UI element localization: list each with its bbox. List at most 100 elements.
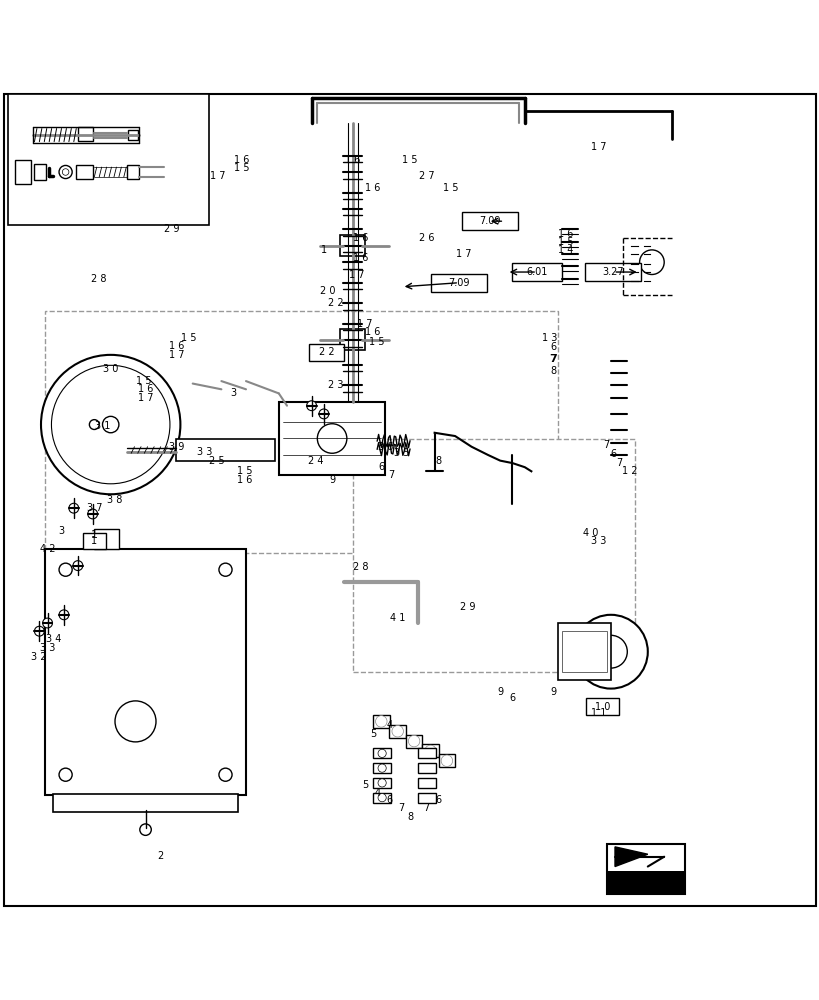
Text: 2 9: 2 9 <box>165 224 179 234</box>
Text: 1 7: 1 7 <box>169 350 183 360</box>
Text: 1 3: 1 3 <box>541 333 556 343</box>
Text: 1 5: 1 5 <box>136 376 151 386</box>
Bar <box>176 438 274 461</box>
Text: 3: 3 <box>58 526 65 536</box>
Circle shape <box>639 250 663 274</box>
Circle shape <box>375 716 387 727</box>
Bar <box>512 263 561 281</box>
Text: 1: 1 <box>320 245 327 255</box>
Bar <box>83 533 106 549</box>
Bar <box>405 735 422 748</box>
Text: 8: 8 <box>406 812 413 822</box>
Text: 6: 6 <box>378 462 384 472</box>
Circle shape <box>317 424 346 453</box>
Circle shape <box>319 409 328 419</box>
Circle shape <box>219 768 232 781</box>
Circle shape <box>89 420 99 429</box>
Text: 1 2: 1 2 <box>622 466 636 476</box>
Text: 7: 7 <box>398 803 405 813</box>
Text: 1: 1 <box>91 530 97 540</box>
Text: 3 9: 3 9 <box>169 442 183 452</box>
Bar <box>389 725 405 738</box>
Bar <box>586 698 618 715</box>
Circle shape <box>139 824 152 835</box>
Text: 1 5: 1 5 <box>234 163 249 173</box>
Text: 6: 6 <box>609 449 616 459</box>
Text: 1 0: 1 0 <box>595 702 609 712</box>
Text: 1 7: 1 7 <box>349 269 364 279</box>
Bar <box>34 164 46 180</box>
Bar <box>418 763 436 773</box>
Text: 1 6: 1 6 <box>237 475 251 485</box>
Text: 1 6: 1 6 <box>234 155 249 165</box>
Bar <box>309 344 343 361</box>
Circle shape <box>59 768 72 781</box>
Circle shape <box>69 503 79 513</box>
Text: 1 1: 1 1 <box>590 708 605 718</box>
Text: 1 6: 1 6 <box>345 155 360 165</box>
Text: 7: 7 <box>615 458 622 468</box>
Bar <box>418 748 436 758</box>
Text: 2 2: 2 2 <box>318 347 334 357</box>
Circle shape <box>378 764 386 772</box>
Text: 1 6: 1 6 <box>138 384 153 394</box>
Text: 1 7: 1 7 <box>455 249 470 259</box>
Bar <box>373 793 391 803</box>
Text: 3 1: 3 1 <box>95 421 110 431</box>
Text: 3 3: 3 3 <box>590 536 605 546</box>
Text: 2 0: 2 0 <box>320 286 335 296</box>
Text: 4: 4 <box>386 720 392 730</box>
Text: 9: 9 <box>328 475 335 485</box>
Text: 6: 6 <box>509 693 515 703</box>
Text: 5: 5 <box>361 780 368 790</box>
Circle shape <box>102 416 119 433</box>
Text: 1 5: 1 5 <box>558 237 572 247</box>
Bar <box>53 794 238 812</box>
Bar <box>422 744 438 757</box>
Text: 1 6: 1 6 <box>365 327 380 337</box>
Bar <box>561 631 606 672</box>
Text: 7.09: 7.09 <box>448 278 469 288</box>
Circle shape <box>43 618 52 628</box>
Text: 1 5: 1 5 <box>237 466 251 476</box>
Circle shape <box>115 701 156 742</box>
Bar <box>128 130 138 140</box>
Text: 2 2: 2 2 <box>328 298 344 308</box>
Text: 7: 7 <box>423 803 429 813</box>
Circle shape <box>88 509 97 519</box>
Text: 1 7: 1 7 <box>210 171 224 181</box>
Text: 4 2: 4 2 <box>40 544 55 554</box>
Text: 1 6: 1 6 <box>353 233 368 243</box>
Text: 1 6: 1 6 <box>353 253 368 263</box>
Text: 1 6: 1 6 <box>169 341 183 351</box>
Text: 2 5: 2 5 <box>209 456 225 466</box>
Bar <box>418 778 436 788</box>
Bar <box>78 127 93 141</box>
Circle shape <box>219 563 232 576</box>
Text: 9: 9 <box>550 687 556 697</box>
Text: 6: 6 <box>386 795 392 805</box>
Bar <box>352 439 635 672</box>
Bar <box>15 160 31 184</box>
Bar <box>278 402 385 475</box>
Text: 6.01: 6.01 <box>526 267 547 277</box>
Text: 1: 1 <box>91 536 97 546</box>
Text: 3 0: 3 0 <box>103 364 118 374</box>
Bar <box>127 165 139 179</box>
Text: 8: 8 <box>435 456 441 466</box>
Bar <box>94 529 119 549</box>
Circle shape <box>59 610 69 620</box>
Circle shape <box>59 563 72 576</box>
Circle shape <box>594 635 627 668</box>
Text: 2 8: 2 8 <box>353 562 368 572</box>
Text: 4 1: 4 1 <box>390 613 405 623</box>
Circle shape <box>34 626 44 636</box>
Bar <box>373 748 391 758</box>
Text: 1 5: 1 5 <box>181 333 196 343</box>
Text: 3 3: 3 3 <box>40 643 55 653</box>
Polygon shape <box>614 847 647 867</box>
Text: 3 3: 3 3 <box>197 447 212 457</box>
Text: 7: 7 <box>549 354 557 364</box>
Text: 1 6: 1 6 <box>365 183 380 193</box>
Circle shape <box>378 749 386 757</box>
